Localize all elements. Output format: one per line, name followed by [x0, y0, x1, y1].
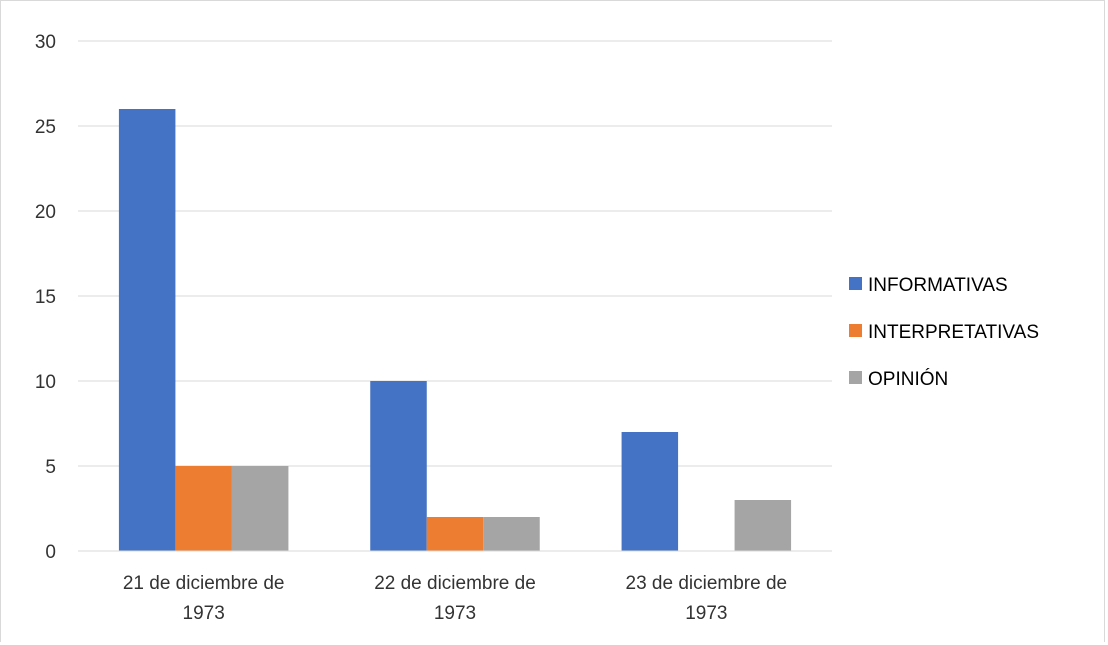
x-tick-label: 22 de diciembre de — [374, 573, 536, 594]
y-tick-label: 0 — [45, 542, 56, 563]
y-tick-label: 20 — [35, 202, 56, 223]
legend-label: OPINIÓN — [868, 368, 948, 390]
legend-swatch — [849, 371, 862, 384]
bar — [370, 381, 427, 551]
bar — [118, 109, 176, 551]
y-tick-label: 30 — [35, 32, 56, 53]
bar — [734, 500, 792, 551]
legend-label: INFORMATIVAS — [868, 275, 1008, 296]
bar — [175, 466, 232, 551]
x-tick-label: 21 de diciembre de — [123, 573, 285, 594]
x-tick-label: 1973 — [685, 603, 727, 624]
bar — [231, 466, 289, 551]
y-tick-label: 25 — [35, 117, 56, 138]
legend-label: INTERPRETATIVAS — [868, 322, 1039, 343]
y-tick-label: 5 — [45, 457, 56, 478]
bar — [621, 432, 679, 551]
x-tick-label: 1973 — [434, 603, 476, 624]
legend-swatch — [849, 277, 862, 290]
bar — [483, 517, 540, 551]
x-tick-label: 23 de diciembre de — [626, 573, 788, 594]
x-tick-label: 1973 — [183, 603, 225, 624]
bar — [426, 517, 484, 551]
y-tick-label: 10 — [35, 372, 56, 393]
legend-swatch — [849, 324, 862, 337]
y-tick-label: 15 — [35, 287, 56, 308]
